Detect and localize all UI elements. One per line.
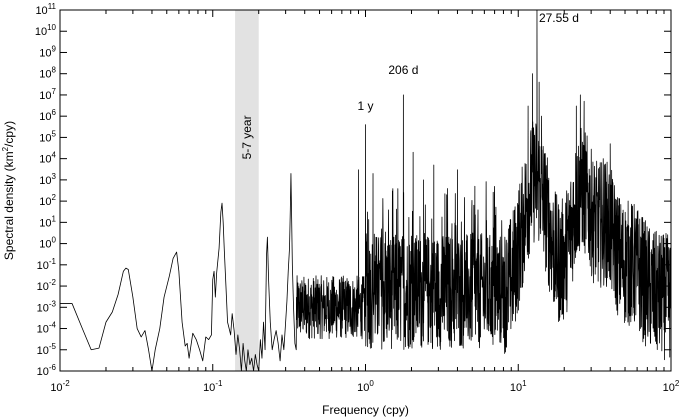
y-tick-label: 10-4 <box>37 321 57 336</box>
peak-annotation: 206 d <box>388 63 418 77</box>
y-tick-label: 1011 <box>35 2 56 17</box>
x-axis-label: Frequency (cpy) <box>322 403 409 417</box>
x-tick-label: 10-2 <box>50 379 70 394</box>
y-tick-label: 108 <box>39 66 56 81</box>
y-tick-label: 10-2 <box>37 278 57 293</box>
y-tick-label: 100 <box>39 236 56 251</box>
x-tick-label: 100 <box>357 379 374 394</box>
labels-layer: Frequency (cpy) Spectral density (km2/cpy… <box>1 11 579 417</box>
y-tick-label: 102 <box>39 193 56 208</box>
y-tick-label: 105 <box>39 129 56 144</box>
y-tick-label: 10-6 <box>37 363 57 378</box>
series-line-layer <box>60 9 672 372</box>
band-label: 5-7 year <box>240 115 254 159</box>
y-tick-label: 1010 <box>35 23 57 38</box>
spectral-line <box>60 9 672 372</box>
y-tick-label: 10-3 <box>37 299 57 314</box>
axes-layer: 10-2 10-1 100 101 102 10-6 10-5 10-4 10-3 10-2 10-… <box>35 2 680 394</box>
shaded-band <box>235 10 259 371</box>
peak-annotation: 1 y <box>357 99 373 113</box>
y-tick-label: 101 <box>39 214 56 229</box>
shaded-band-layer <box>235 10 259 371</box>
x-tick-label: 10-1 <box>203 379 223 394</box>
peak-annotation: 27.55 d <box>539 11 579 25</box>
x-tick-label: 102 <box>663 379 680 394</box>
x-tick-label: 101 <box>510 379 527 394</box>
y-tick-label: 103 <box>39 172 56 187</box>
y-axis-label: Spectral density (km2/cpy) <box>1 121 16 260</box>
y-tick-label: 109 <box>39 44 56 59</box>
y-tick-label: 104 <box>39 151 56 166</box>
y-tick-label: 10-1 <box>37 257 57 272</box>
y-tick-label: 106 <box>39 108 56 123</box>
y-tick-label: 10-5 <box>37 342 57 357</box>
y-tick-label: 107 <box>39 87 56 102</box>
